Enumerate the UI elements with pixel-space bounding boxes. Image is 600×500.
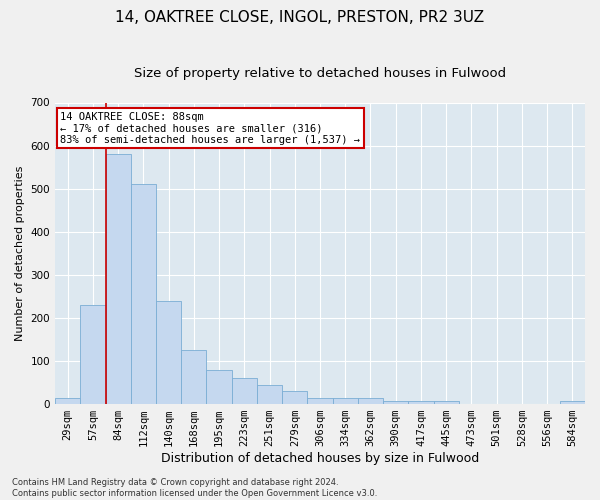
Bar bbox=[80, 305, 106, 404]
Bar bbox=[232, 378, 257, 404]
Bar bbox=[206, 370, 232, 404]
Y-axis label: Number of detached properties: Number of detached properties bbox=[15, 166, 25, 341]
Bar bbox=[282, 391, 307, 404]
Bar bbox=[131, 184, 156, 404]
Bar bbox=[106, 154, 131, 404]
Bar bbox=[332, 398, 358, 404]
X-axis label: Distribution of detached houses by size in Fulwood: Distribution of detached houses by size … bbox=[161, 452, 479, 465]
Text: 14 OAKTREE CLOSE: 88sqm
← 17% of detached houses are smaller (316)
83% of semi-d: 14 OAKTREE CLOSE: 88sqm ← 17% of detache… bbox=[61, 112, 361, 144]
Bar bbox=[383, 400, 409, 404]
Title: Size of property relative to detached houses in Fulwood: Size of property relative to detached ho… bbox=[134, 68, 506, 80]
Bar bbox=[434, 400, 459, 404]
Bar bbox=[181, 350, 206, 404]
Bar bbox=[409, 400, 434, 404]
Bar bbox=[307, 398, 332, 404]
Text: 14, OAKTREE CLOSE, INGOL, PRESTON, PR2 3UZ: 14, OAKTREE CLOSE, INGOL, PRESTON, PR2 3… bbox=[115, 10, 485, 25]
Bar bbox=[156, 300, 181, 404]
Bar bbox=[55, 398, 80, 404]
Bar bbox=[560, 400, 585, 404]
Bar bbox=[257, 384, 282, 404]
Text: Contains HM Land Registry data © Crown copyright and database right 2024.
Contai: Contains HM Land Registry data © Crown c… bbox=[12, 478, 377, 498]
Bar bbox=[358, 398, 383, 404]
